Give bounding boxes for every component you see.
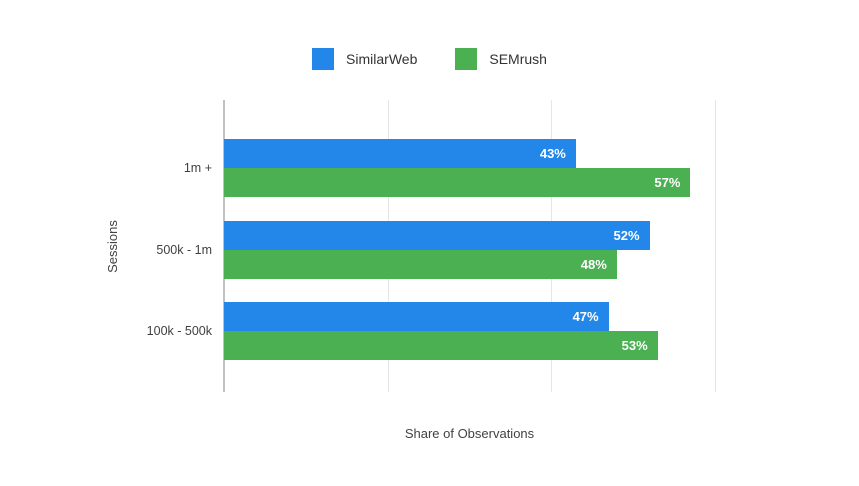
bar-value-label: 47%: [572, 309, 599, 324]
semrush-swatch-icon: [455, 48, 478, 70]
x-axis-title: Share of Observations: [404, 426, 535, 441]
bar-group: 47% 53%: [224, 302, 715, 360]
bar-semrush-0[interactable]: 57%: [224, 168, 691, 197]
category-labels: 1m + 500k - 1m 100k - 500k: [0, 100, 212, 392]
category-label: 500k - 1m: [156, 243, 212, 257]
category-label: 100k - 500k: [146, 324, 212, 338]
bar-value-label: 48%: [580, 257, 607, 272]
bar-semrush-2[interactable]: 53%: [224, 331, 658, 360]
bar-value-label: 52%: [613, 228, 640, 243]
bar-semrush-1[interactable]: 48%: [224, 250, 617, 279]
bar-group: 43% 57%: [224, 139, 715, 197]
bar-similarweb-2[interactable]: 47%: [224, 302, 609, 331]
plot-area: 43% 57% 52% 48% 47% 53%: [223, 100, 716, 392]
legend-label-similarweb: SimilarWeb: [346, 51, 418, 67]
bar-value-label: 53%: [621, 338, 648, 353]
legend-item-semrush[interactable]: SEMrush: [455, 48, 547, 70]
gridline: [715, 100, 716, 392]
legend-label-semrush: SEMrush: [489, 51, 547, 67]
bar-value-label: 57%: [654, 175, 681, 190]
legend-item-similarweb[interactable]: SimilarWeb: [312, 48, 417, 70]
bar-similarweb-1[interactable]: 52%: [224, 221, 650, 250]
legend: SimilarWeb SEMrush: [0, 48, 859, 70]
bar-similarweb-0[interactable]: 43%: [224, 139, 576, 168]
similarweb-swatch-icon: [312, 48, 335, 70]
category-label: 1m +: [183, 161, 212, 175]
bar-group: 52% 48%: [224, 221, 715, 279]
bar-value-label: 43%: [539, 146, 566, 161]
